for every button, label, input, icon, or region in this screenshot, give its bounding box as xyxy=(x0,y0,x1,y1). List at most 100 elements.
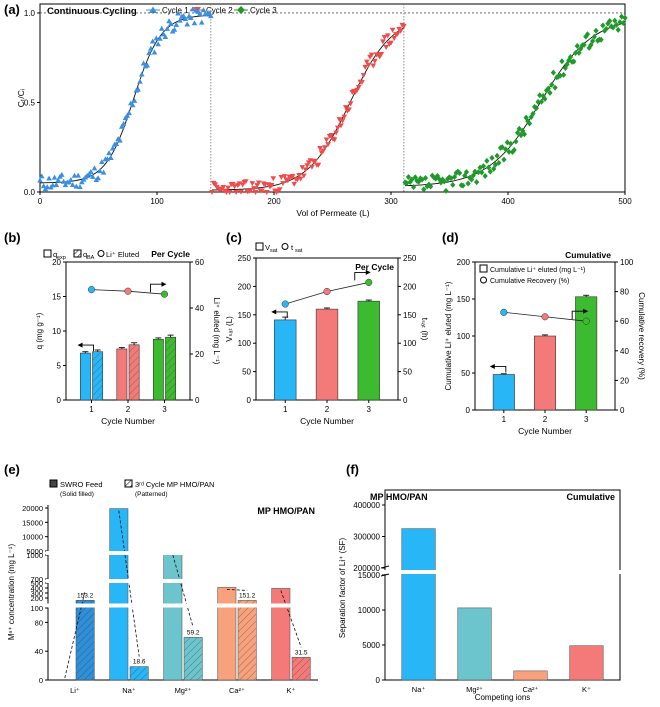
data-point-cycle-1 xyxy=(191,20,198,26)
y-tick-label: 0 xyxy=(466,406,471,415)
legend-swatch-v-sat xyxy=(255,242,264,251)
data-point-cycle-3 xyxy=(422,174,429,181)
y2-tick-label: 20 xyxy=(195,350,204,359)
y2-tick-label: 150 xyxy=(403,311,417,320)
y-tick-label: 400000 xyxy=(353,501,380,510)
y-tick-label: 150 xyxy=(457,295,471,304)
y2-tick-label: 50 xyxy=(403,368,412,377)
data-point-cycle-3 xyxy=(559,58,565,65)
bar-q-ba-hatch xyxy=(92,351,103,400)
legend-note-solid: (Solid filled) xyxy=(60,491,94,498)
per-cycle-header: Per Cycle xyxy=(151,249,190,259)
bar-swro-feed xyxy=(217,587,237,681)
data-point-cycle-1 xyxy=(155,41,161,47)
data-point-cycle-1 xyxy=(131,97,138,103)
axis-break-band xyxy=(46,603,318,608)
bar-third-cycle-hatch xyxy=(76,600,95,680)
panel-label-e: (e) xyxy=(4,462,20,477)
y2-tick-label: 20 xyxy=(620,376,629,385)
left-axis-arrow-icon xyxy=(81,344,94,352)
data-point-cycle-3 xyxy=(537,92,543,99)
data-point-cycle-3 xyxy=(460,182,466,189)
data-point-cycle-3 xyxy=(474,179,480,186)
data-point-cycle-1 xyxy=(144,62,151,68)
data-point-cycle-2 xyxy=(355,85,362,91)
data-point-cycle-3 xyxy=(566,57,572,64)
legend-subscript-exp: exp xyxy=(57,255,66,261)
data-point-cycle-3 xyxy=(448,175,454,182)
data-point-cycle-2 xyxy=(388,40,394,46)
data-point-cycle-2 xyxy=(264,190,270,195)
y2-axis-label: Cumulative recovery (%) xyxy=(637,292,646,380)
data-point-cycle-2 xyxy=(294,177,301,183)
legend-swatch-cumulative-eluted xyxy=(479,264,488,273)
y2-tick-label: 200 xyxy=(403,282,417,291)
data-point-cycle-2 xyxy=(380,39,386,45)
bar-third-cycle-hatch xyxy=(292,657,311,680)
data-point-cycle-2 xyxy=(226,190,233,195)
data-point-cycle-3 xyxy=(598,36,604,43)
data-point-cycle-3 xyxy=(470,172,476,179)
panel-label-b: (b) xyxy=(4,230,21,245)
data-point-cycle-2 xyxy=(360,73,367,79)
data-point-cycle-3 xyxy=(542,95,548,102)
secondary-series-point xyxy=(500,308,508,316)
data-point-cycle-2 xyxy=(336,117,343,123)
data-point-cycle-1 xyxy=(59,171,65,177)
data-point-cycle-2 xyxy=(359,79,365,85)
data-point-cycle-2 xyxy=(322,145,328,151)
legend-label-q-exp: q xyxy=(53,250,57,259)
y-tick-label: 0 xyxy=(247,396,252,405)
data-point-cycle-1 xyxy=(124,112,131,118)
fit-curve-cycle-1 xyxy=(39,14,211,184)
data-point-cycle-1 xyxy=(151,49,158,55)
data-point-cycle-1 xyxy=(149,38,156,44)
data-point-cycle-2 xyxy=(252,190,259,195)
data-point-cycle-3 xyxy=(543,87,550,94)
data-point-cycle-3 xyxy=(576,49,582,56)
data-point-cycle-1 xyxy=(189,6,196,12)
data-point-cycle-1 xyxy=(126,110,132,116)
y-tick-label: 15 xyxy=(52,293,61,302)
plot-marks-b: 0 5 10 15 20 0 20 40 60 1 2 3 Cycle Number q (mg g⁻¹)… xyxy=(35,249,221,426)
axis-break-mark xyxy=(380,565,390,569)
bar-separation-factor xyxy=(401,528,436,681)
data-point-cycle-1 xyxy=(200,7,207,13)
data-point-cycle-3 xyxy=(508,140,514,147)
x-tick-label: Mg²⁺ xyxy=(175,686,192,695)
data-point-cycle-3 xyxy=(462,172,468,179)
data-point-cycle-2 xyxy=(343,105,349,111)
data-point-cycle-2 xyxy=(270,176,277,182)
y-tick-label: 5000 xyxy=(26,547,43,556)
y-axis-label: Mⁿ⁺ concentration (mg L⁻¹) xyxy=(7,544,16,641)
bar-third-cycle-hatch xyxy=(130,666,149,680)
data-point-cycle-3 xyxy=(538,98,545,105)
legend-note-patterned: (Patterned) xyxy=(135,491,168,498)
data-point-cycle-2 xyxy=(333,130,339,136)
data-point-cycle-3 xyxy=(506,148,512,155)
y-tick-label: 0 xyxy=(376,676,381,685)
left-axis-arrow-icon xyxy=(493,366,507,373)
data-point-cycle-3 xyxy=(564,61,570,68)
legend-label-t: t xyxy=(291,243,294,252)
bar xyxy=(533,335,557,411)
data-point-cycle-1 xyxy=(40,183,47,189)
data-point-cycle-3 xyxy=(572,49,579,56)
x-tick-label: 500 xyxy=(618,197,632,206)
legend-label-cumulative-recovery: Cumulative Recovery (%) xyxy=(490,278,569,285)
bar-swro-feed xyxy=(271,588,291,681)
corner-label: Per Cycle xyxy=(355,262,394,272)
data-point-cycle-2 xyxy=(251,186,257,192)
data-point-cycle-3 xyxy=(468,176,475,183)
data-point-cycle-2 xyxy=(280,181,286,187)
data-point-cycle-1 xyxy=(175,10,181,16)
data-point-cycle-2 xyxy=(401,23,407,29)
x-axis-label-a: Vol of Permeate (L) xyxy=(296,208,369,218)
y-tick-label: 200 xyxy=(457,258,471,267)
y-tick-label: 1.0 xyxy=(24,9,36,18)
data-point-cycle-3 xyxy=(567,53,574,60)
data-point-cycle-2 xyxy=(394,31,401,37)
data-point-cycle-2 xyxy=(209,190,215,195)
bar-swro-feed xyxy=(109,508,129,681)
